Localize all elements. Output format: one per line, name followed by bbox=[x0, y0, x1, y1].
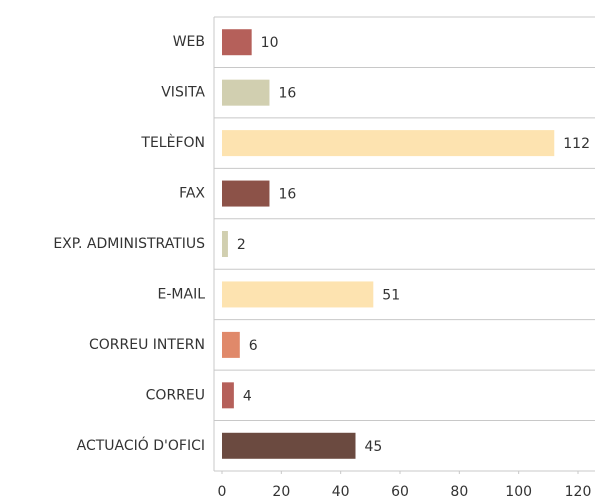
value-label: 16 bbox=[278, 187, 296, 203]
category-label: CORREU INTERN bbox=[89, 337, 205, 353]
category-label: FAX bbox=[179, 186, 205, 202]
value-label: 16 bbox=[278, 86, 296, 102]
x-tick-label: 80 bbox=[450, 484, 468, 500]
bar bbox=[222, 231, 228, 257]
bar bbox=[222, 79, 270, 106]
bar bbox=[222, 130, 555, 157]
category-label: TELÈFON bbox=[140, 134, 205, 151]
x-tick-label: 120 bbox=[565, 484, 592, 500]
x-tick-label: 40 bbox=[332, 484, 350, 500]
value-label: 112 bbox=[563, 136, 590, 152]
value-label: 2 bbox=[237, 237, 246, 253]
category-label: ACTUACIÓ D'OFICI bbox=[77, 436, 205, 454]
bar bbox=[222, 281, 374, 308]
value-label: 4 bbox=[243, 388, 252, 404]
category-label: EXP. ADMINISTRATIUS bbox=[53, 236, 205, 252]
bar bbox=[222, 382, 234, 409]
value-label: 51 bbox=[382, 287, 400, 303]
x-tick-label: 0 bbox=[218, 484, 227, 500]
x-tick-label: 20 bbox=[272, 484, 290, 500]
x-tick-label: 60 bbox=[391, 484, 409, 500]
value-label: 10 bbox=[261, 35, 279, 51]
bar bbox=[222, 29, 252, 56]
category-label: CORREU bbox=[146, 387, 205, 403]
category-label: E-MAIL bbox=[158, 286, 206, 302]
bar bbox=[222, 180, 270, 207]
category-label: VISITA bbox=[161, 85, 205, 101]
category-label: WEB bbox=[173, 34, 205, 50]
value-label: 45 bbox=[365, 439, 383, 455]
bar bbox=[222, 432, 356, 459]
bar bbox=[222, 331, 240, 358]
value-label: 6 bbox=[249, 338, 258, 354]
x-tick-label: 100 bbox=[505, 484, 532, 500]
